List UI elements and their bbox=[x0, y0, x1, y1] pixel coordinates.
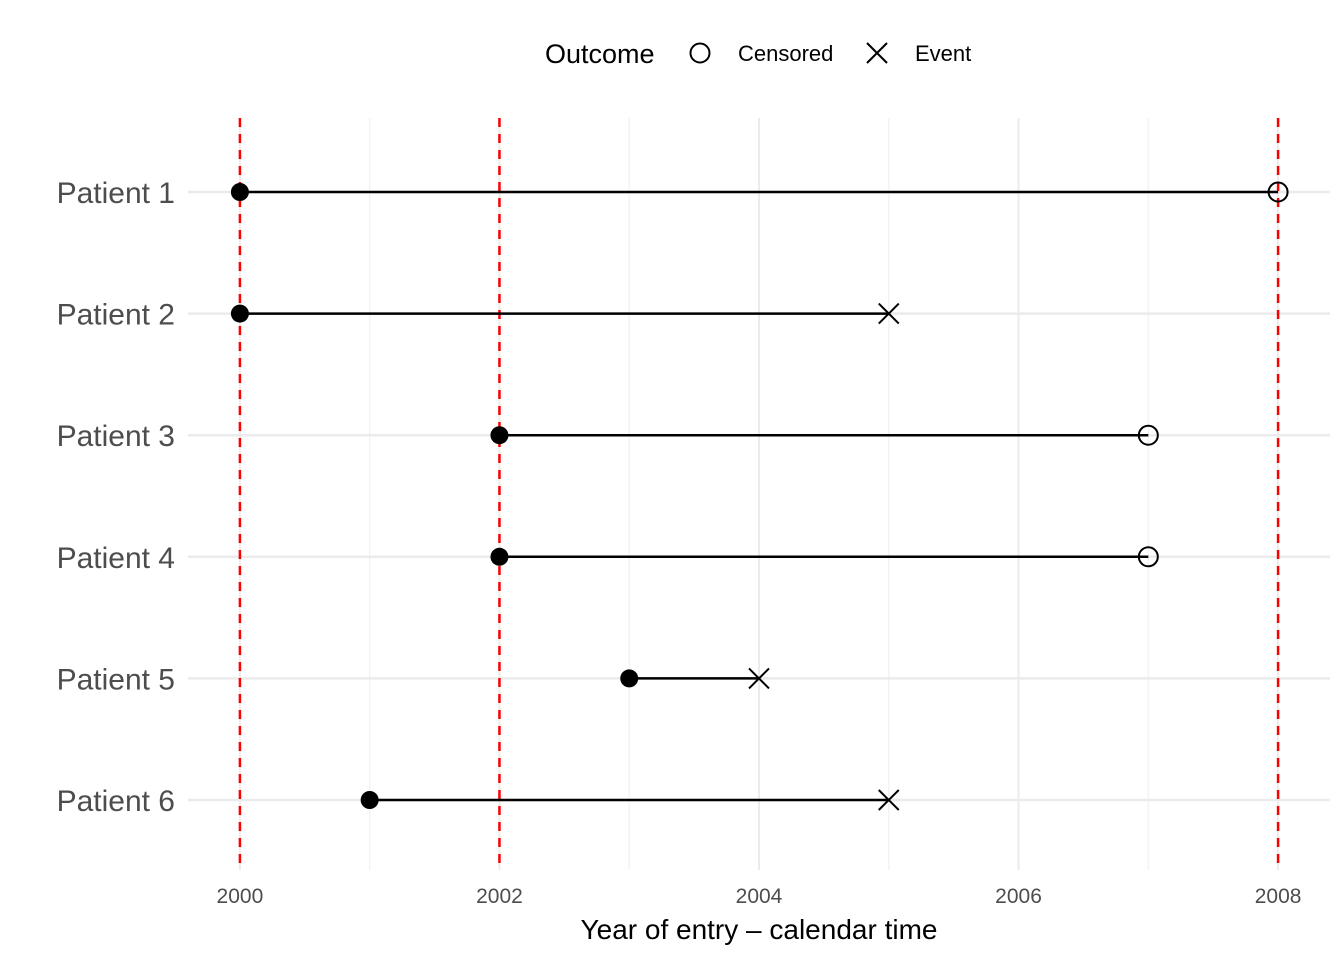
legend-title: Outcome bbox=[545, 39, 655, 69]
entry-point bbox=[360, 791, 379, 809]
entry-point bbox=[490, 426, 509, 445]
event-marker bbox=[878, 302, 900, 325]
entry-point bbox=[490, 547, 509, 566]
censored-marker bbox=[1137, 546, 1159, 568]
entry-point bbox=[230, 304, 249, 323]
event-marker bbox=[748, 667, 770, 690]
patient-segments bbox=[230, 181, 1289, 811]
grid-layer bbox=[188, 118, 1330, 870]
legend: Outcome Censored Event bbox=[545, 39, 971, 69]
y-tick-label: Patient 2 bbox=[57, 299, 175, 332]
legend-censored-label: Censored bbox=[738, 41, 833, 66]
event-marker-stroke bbox=[878, 302, 900, 325]
legend-event-label: Event bbox=[915, 41, 971, 66]
y-tick-label: Patient 1 bbox=[57, 177, 175, 210]
event-marker-stroke bbox=[748, 667, 770, 690]
event-marker-stroke bbox=[878, 789, 900, 811]
x-tick-label: 2006 bbox=[995, 885, 1042, 908]
x-tick-label: 2002 bbox=[476, 885, 523, 908]
x-axis-title: Year of entry – calendar time bbox=[581, 914, 938, 945]
x-tick-labels: 2000 2002 2004 2006 2008 bbox=[217, 885, 1302, 908]
censored-marker bbox=[1267, 181, 1289, 203]
entry-point bbox=[230, 183, 249, 201]
y-tick-labels: Patient 1 Patient 2 Patient 3 Patient 4 Pati… bbox=[57, 177, 175, 818]
entry-point bbox=[620, 669, 639, 688]
y-tick-label: Patient 5 bbox=[57, 663, 175, 696]
reference-lines bbox=[238, 118, 1280, 870]
censored-marker bbox=[1137, 424, 1159, 446]
y-tick-label: Patient 6 bbox=[57, 785, 175, 818]
legend-event-symbol bbox=[866, 42, 888, 64]
event-marker bbox=[878, 789, 900, 811]
x-tick-label: 2008 bbox=[1255, 885, 1302, 908]
legend-censored-symbol bbox=[689, 42, 711, 64]
y-tick-label: Patient 3 bbox=[57, 420, 175, 453]
x-tick-label: 2000 bbox=[217, 885, 264, 908]
x-tick-label: 2004 bbox=[736, 885, 783, 908]
y-tick-label: Patient 4 bbox=[57, 542, 175, 575]
